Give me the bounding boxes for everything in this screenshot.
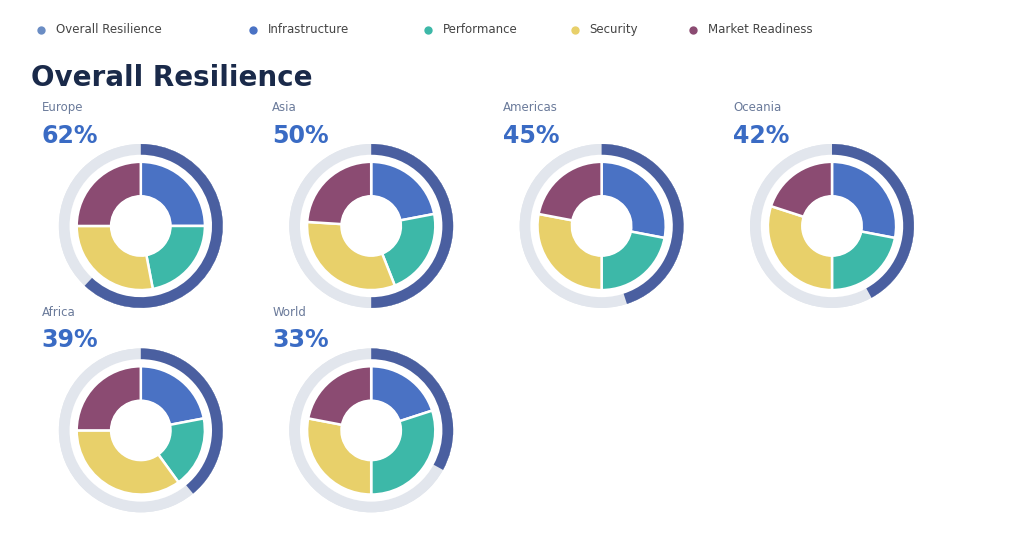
Circle shape bbox=[70, 155, 212, 297]
Wedge shape bbox=[750, 144, 914, 308]
Wedge shape bbox=[159, 419, 205, 482]
Wedge shape bbox=[371, 410, 435, 494]
Circle shape bbox=[572, 196, 631, 256]
Circle shape bbox=[300, 155, 442, 297]
Wedge shape bbox=[141, 349, 223, 493]
Wedge shape bbox=[289, 144, 454, 308]
Wedge shape bbox=[77, 162, 205, 290]
Text: 50%: 50% bbox=[272, 124, 329, 148]
Wedge shape bbox=[141, 162, 205, 226]
Wedge shape bbox=[307, 222, 395, 290]
Wedge shape bbox=[601, 144, 684, 304]
Text: 45%: 45% bbox=[503, 124, 559, 148]
Wedge shape bbox=[146, 226, 205, 289]
Wedge shape bbox=[289, 349, 454, 512]
Wedge shape bbox=[289, 144, 454, 308]
Text: Oceania: Oceania bbox=[733, 101, 781, 114]
Wedge shape bbox=[141, 366, 204, 425]
Wedge shape bbox=[371, 162, 434, 221]
Circle shape bbox=[70, 359, 212, 501]
Wedge shape bbox=[750, 144, 914, 308]
Text: Americas: Americas bbox=[503, 101, 557, 114]
Wedge shape bbox=[601, 231, 665, 290]
Text: 33%: 33% bbox=[272, 328, 329, 352]
Wedge shape bbox=[85, 144, 223, 308]
Text: Security: Security bbox=[590, 23, 638, 36]
Wedge shape bbox=[771, 162, 831, 217]
Text: 62%: 62% bbox=[42, 124, 98, 148]
Wedge shape bbox=[371, 366, 432, 421]
Wedge shape bbox=[58, 349, 223, 512]
Wedge shape bbox=[831, 162, 896, 238]
Circle shape bbox=[112, 401, 170, 460]
Wedge shape bbox=[371, 144, 454, 308]
Circle shape bbox=[342, 401, 400, 460]
Wedge shape bbox=[831, 144, 914, 298]
Wedge shape bbox=[307, 162, 371, 224]
Wedge shape bbox=[77, 366, 141, 430]
Wedge shape bbox=[831, 231, 895, 290]
Wedge shape bbox=[307, 162, 435, 290]
Wedge shape bbox=[371, 349, 454, 470]
Wedge shape bbox=[77, 366, 205, 494]
Wedge shape bbox=[601, 162, 666, 238]
Wedge shape bbox=[308, 366, 371, 425]
Wedge shape bbox=[85, 144, 223, 308]
Text: World: World bbox=[272, 306, 306, 318]
Text: Overall Resilience: Overall Resilience bbox=[31, 64, 312, 92]
Circle shape bbox=[530, 155, 673, 297]
Wedge shape bbox=[77, 430, 178, 494]
Text: 39%: 39% bbox=[42, 328, 98, 352]
Wedge shape bbox=[768, 162, 896, 290]
Text: Market Readiness: Market Readiness bbox=[708, 23, 812, 36]
Wedge shape bbox=[307, 419, 371, 494]
Text: Performance: Performance bbox=[443, 23, 518, 36]
Wedge shape bbox=[77, 162, 141, 226]
Wedge shape bbox=[519, 144, 684, 308]
Wedge shape bbox=[519, 144, 684, 308]
Wedge shape bbox=[539, 162, 601, 221]
Text: Africa: Africa bbox=[42, 306, 76, 318]
Wedge shape bbox=[601, 144, 684, 304]
Circle shape bbox=[112, 196, 170, 256]
Wedge shape bbox=[371, 349, 454, 470]
Wedge shape bbox=[538, 214, 601, 290]
Circle shape bbox=[300, 359, 442, 501]
Text: Asia: Asia bbox=[272, 101, 297, 114]
Circle shape bbox=[803, 196, 861, 256]
Wedge shape bbox=[58, 144, 223, 308]
Wedge shape bbox=[289, 349, 454, 512]
Wedge shape bbox=[58, 349, 223, 512]
Wedge shape bbox=[382, 214, 435, 286]
Wedge shape bbox=[77, 226, 153, 290]
Wedge shape bbox=[831, 144, 914, 298]
Text: Infrastructure: Infrastructure bbox=[268, 23, 349, 36]
Text: 42%: 42% bbox=[733, 124, 790, 148]
Wedge shape bbox=[371, 144, 454, 308]
Circle shape bbox=[342, 196, 400, 256]
Wedge shape bbox=[141, 349, 223, 493]
Circle shape bbox=[761, 155, 903, 297]
Wedge shape bbox=[307, 366, 435, 494]
Wedge shape bbox=[768, 206, 831, 290]
Text: Europe: Europe bbox=[42, 101, 83, 114]
Text: Overall Resilience: Overall Resilience bbox=[55, 23, 162, 36]
Wedge shape bbox=[58, 144, 223, 308]
Wedge shape bbox=[538, 162, 666, 290]
